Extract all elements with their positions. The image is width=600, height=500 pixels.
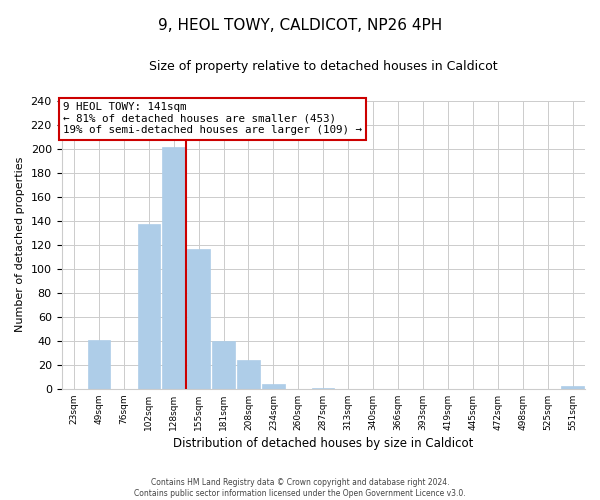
Bar [137, 224, 160, 389]
Title: Size of property relative to detached houses in Caldicot: Size of property relative to detached ho… [149, 60, 497, 73]
Bar [262, 384, 284, 389]
Bar [212, 341, 235, 389]
Text: 9, HEOL TOWY, CALDICOT, NP26 4PH: 9, HEOL TOWY, CALDICOT, NP26 4PH [158, 18, 442, 32]
X-axis label: Distribution of detached houses by size in Caldicot: Distribution of detached houses by size … [173, 437, 473, 450]
Text: 9 HEOL TOWY: 141sqm
← 81% of detached houses are smaller (453)
19% of semi-detac: 9 HEOL TOWY: 141sqm ← 81% of detached ho… [63, 102, 362, 135]
Text: Contains HM Land Registry data © Crown copyright and database right 2024.
Contai: Contains HM Land Registry data © Crown c… [134, 478, 466, 498]
Bar [163, 148, 185, 389]
Bar [562, 386, 584, 389]
Bar [187, 250, 210, 389]
Bar [312, 388, 334, 389]
Bar [237, 360, 260, 389]
Y-axis label: Number of detached properties: Number of detached properties [15, 157, 25, 332]
Bar [88, 340, 110, 389]
